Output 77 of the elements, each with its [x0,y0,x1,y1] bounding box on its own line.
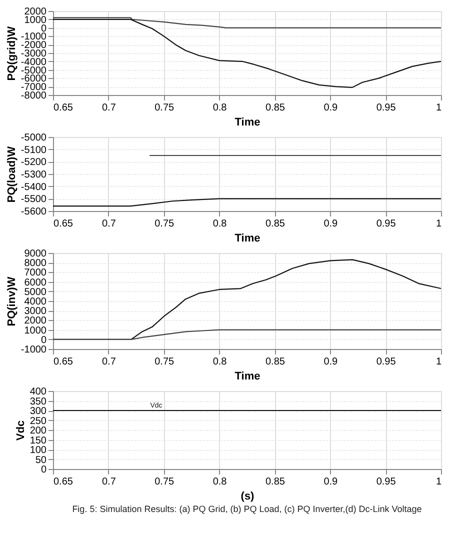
x-tick-label: 0.75 [154,218,175,230]
x-tick-label: 1 [436,102,442,114]
x-tick-label: 0.8 [212,218,228,230]
y-axis-title: PQ(inv)W [6,276,18,326]
x-tick-label: 1 [436,476,442,488]
y-axis-title: Vdc [14,420,27,441]
x-tick-label: 0.95 [376,102,396,114]
x-tick-label: 0.7 [102,218,116,230]
line-series [53,198,441,207]
caption: Fig. 5: Simulation Results: (a) PQ Grid, (b) PQ Load, (c) PQ Inverter,(d) Dc-Link Voltage [72,504,422,514]
x-tick-label: 0.8 [212,102,228,114]
y-axis-title: PQ(load)W [6,146,18,203]
y-tick-label: 250 [30,416,47,427]
y-tick-label: 4000 [24,296,47,308]
x-tick-label: 0.95 [376,218,396,230]
y-tick-label: 3000 [24,306,47,318]
y-tick-label: -5100 [20,144,47,156]
y-tick-label: 0 [40,464,47,476]
x-tick-label: 0.65 [54,218,74,230]
x-tick-label: 0.8 [212,356,228,368]
line-series [53,18,441,88]
y-tick-label: -3000 [20,48,47,60]
y-tick-label: 350 [30,396,47,408]
y-tick-label: 150 [30,435,47,446]
x-tick-label: 0.9 [324,102,338,114]
x-tick-label: 0.95 [376,356,396,368]
y-tick-label: -5600 [20,206,47,218]
x-tick-label: 0.65 [54,102,74,114]
y-tick-label: 200 [30,426,47,436]
y-tick-label: 50 [35,454,47,466]
x-tick-label: 0.85 [265,476,286,488]
y-tick-label: 9000 [24,248,47,260]
x-tick-label: 0.65 [54,476,74,488]
y-tick-label: -5400 [20,182,47,193]
y-tick-label: 1000 [24,14,47,26]
y-tick-label: -4000 [20,56,47,68]
y-tick-label: 8000 [24,258,47,270]
y-axis-title: PQ(grid)W [6,26,18,81]
x-axis-title: Time [234,116,260,128]
x-tick-label: 0.9 [324,356,338,368]
x-tick-label: 0.95 [376,476,396,488]
y-tick-label: -5000 [20,132,47,144]
y-tick-label: 1000 [24,325,47,336]
y-tick-label: -5500 [20,194,47,206]
y-tick-label: -5200 [20,157,47,168]
x-tick-label: 0.75 [154,476,175,488]
line-series [53,329,441,340]
y-tick-label: 7000 [24,268,47,279]
x-tick-label: 0.85 [265,218,286,230]
x-tick-label: 0.85 [265,356,286,368]
y-tick-label: 400 [30,386,47,398]
x-tick-label: 0.9 [324,476,338,488]
x-tick-label: 0.9 [324,218,338,230]
x-tick-label: 0.75 [154,102,175,114]
x-axis-title: Time [234,370,260,382]
x-tick-label: 1 [436,218,442,230]
y-tick-label: 2000 [24,316,47,327]
y-tick-label: 5000 [24,286,47,298]
y-tick-label: 100 [30,445,47,456]
y-tick-label: 6000 [24,277,47,288]
y-tick-label: -8000 [20,90,47,102]
y-tick-label: -1000 [20,344,47,356]
x-axis-title: Time [234,232,260,244]
y-tick-label: 300 [30,406,47,417]
x-tick-label: 0.7 [102,356,116,368]
x-tick-label: 0.8 [212,476,228,488]
x-tick-label: 0.7 [102,476,116,488]
y-tick-label: 0 [40,334,47,346]
x-tick-label: 0.85 [265,102,286,114]
y-tick-label: 2000 [24,6,47,18]
x-tick-label: 0.65 [54,356,74,368]
x-tick-label: 1 [436,356,442,368]
x-tick-label: 0.75 [154,356,175,368]
x-tick-label: 0.7 [102,102,116,114]
x-axis-title: (s) [240,490,255,502]
y-tick-label: -5300 [20,170,47,180]
line-series [53,17,441,28]
